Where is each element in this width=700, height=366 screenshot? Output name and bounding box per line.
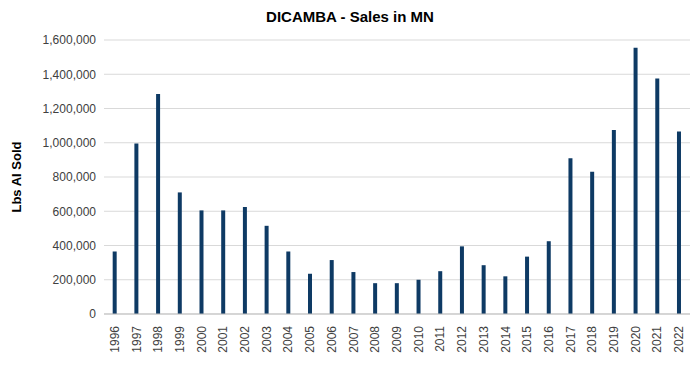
svg-text:2011: 2011 — [433, 326, 447, 352]
svg-text:2010: 2010 — [412, 326, 426, 353]
svg-text:2002: 2002 — [238, 326, 252, 353]
svg-text:2021: 2021 — [650, 326, 664, 353]
svg-text:2009: 2009 — [390, 326, 404, 353]
svg-text:1997: 1997 — [130, 326, 144, 353]
svg-text:2020: 2020 — [629, 326, 643, 353]
svg-text:2003: 2003 — [260, 326, 274, 353]
svg-text:2005: 2005 — [303, 326, 317, 353]
svg-text:2016: 2016 — [542, 326, 556, 353]
svg-text:800,000: 800,000 — [53, 170, 97, 184]
svg-text:1,400,000: 1,400,000 — [43, 68, 97, 82]
svg-text:2000: 2000 — [195, 326, 209, 353]
svg-text:1996: 1996 — [108, 326, 122, 353]
svg-text:2022: 2022 — [672, 326, 686, 353]
svg-text:1998: 1998 — [151, 326, 165, 353]
svg-text:2001: 2001 — [216, 326, 230, 353]
html-text:DICAMBA - Sales in MN: DICAMBA - Sales in MN — [266, 8, 434, 25]
svg-text:2012: 2012 — [455, 326, 469, 353]
svg-text:2004: 2004 — [281, 326, 295, 353]
svg-text:2017: 2017 — [564, 326, 578, 353]
svg-text:0: 0 — [89, 307, 96, 321]
svg-text:400,000: 400,000 — [53, 239, 97, 253]
svg-text:600,000: 600,000 — [53, 205, 97, 219]
svg-text:1,600,000: 1,600,000 — [43, 33, 97, 47]
svg-text:Lbs AI Sold: Lbs AI Sold — [9, 141, 24, 212]
svg-text:2018: 2018 — [585, 326, 599, 353]
svg-text:200,000: 200,000 — [53, 273, 97, 287]
svg-text:2013: 2013 — [477, 326, 491, 353]
svg-text:2008: 2008 — [368, 326, 382, 353]
svg-text:2006: 2006 — [325, 326, 339, 353]
svg-text:1999: 1999 — [173, 326, 187, 353]
svg-text:1,200,000: 1,200,000 — [43, 102, 97, 116]
svg-text:2015: 2015 — [520, 326, 534, 353]
svg-text:1,000,000: 1,000,000 — [43, 136, 97, 150]
svg-text:2014: 2014 — [499, 326, 513, 353]
svg-text:2007: 2007 — [347, 326, 361, 353]
svg-text:2019: 2019 — [607, 326, 621, 353]
